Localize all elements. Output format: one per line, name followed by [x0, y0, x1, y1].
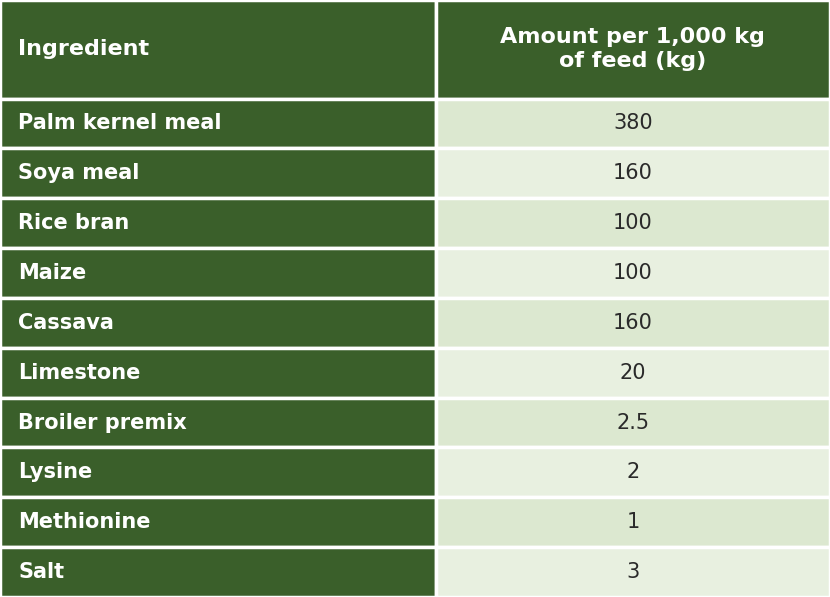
Text: Salt: Salt	[18, 562, 65, 582]
Text: 380: 380	[613, 113, 652, 134]
Bar	[436, 298, 830, 347]
Text: 1: 1	[627, 512, 639, 533]
Bar	[436, 398, 830, 448]
Text: 3: 3	[627, 562, 639, 582]
Text: 2: 2	[627, 462, 639, 482]
Bar	[0, 0, 436, 99]
Bar	[0, 248, 436, 298]
Bar	[436, 149, 830, 198]
Text: Methionine: Methionine	[18, 512, 151, 533]
Text: Rice bran: Rice bran	[18, 213, 129, 233]
Bar	[0, 298, 436, 347]
Bar	[0, 99, 436, 149]
Text: Maize: Maize	[18, 263, 86, 283]
Text: Ingredient: Ingredient	[18, 39, 149, 59]
Text: 100: 100	[613, 213, 652, 233]
Bar	[0, 547, 436, 597]
Bar	[0, 398, 436, 448]
Bar	[436, 448, 830, 497]
Text: 20: 20	[620, 362, 646, 383]
Text: 2.5: 2.5	[617, 413, 649, 433]
Bar	[436, 99, 830, 149]
Bar	[436, 347, 830, 398]
Bar	[0, 198, 436, 248]
Text: Amount per 1,000 kg
of feed (kg): Amount per 1,000 kg of feed (kg)	[500, 27, 765, 71]
Bar	[0, 149, 436, 198]
Text: Lysine: Lysine	[18, 462, 92, 482]
Bar	[436, 198, 830, 248]
Text: Soya meal: Soya meal	[18, 163, 139, 183]
Text: Broiler premix: Broiler premix	[18, 413, 187, 433]
Bar	[0, 347, 436, 398]
Bar	[0, 497, 436, 547]
Text: 100: 100	[613, 263, 652, 283]
Text: Palm kernel meal: Palm kernel meal	[18, 113, 222, 134]
Bar	[436, 248, 830, 298]
Text: Cassava: Cassava	[18, 313, 115, 333]
Bar	[436, 0, 830, 99]
Bar	[436, 547, 830, 597]
Text: 160: 160	[613, 163, 653, 183]
Text: 160: 160	[613, 313, 653, 333]
Text: Limestone: Limestone	[18, 362, 140, 383]
Bar	[436, 497, 830, 547]
Bar	[0, 448, 436, 497]
